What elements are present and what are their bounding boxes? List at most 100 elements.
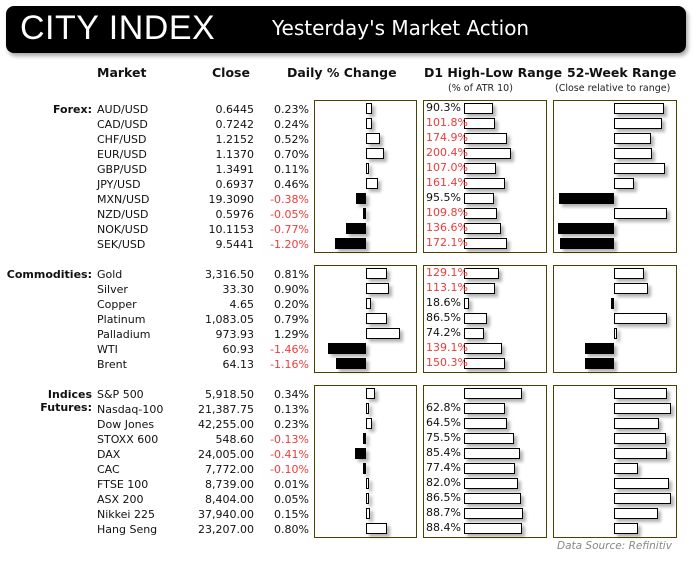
week52-range-bar (559, 193, 614, 204)
table-row: NOK/USD 10.1153 -0.77% (0, 223, 696, 238)
d1-range-label: 113.1% (426, 281, 468, 294)
market-name: ASX 200 (97, 493, 144, 506)
daily-change-bar (355, 448, 366, 459)
daily-pct: -1.20% (270, 238, 309, 251)
table-row: Nasdaq-100 21,387.75 0.13% (0, 403, 696, 418)
table-row: ASX 200 8,404.00 0.05% (0, 493, 696, 508)
week52-range-bar (614, 463, 638, 474)
d1-range-label: 86.5% (426, 311, 461, 324)
daily-pct: -0.13% (270, 433, 309, 446)
d1-range-bar (464, 508, 523, 519)
market-name: Dow Jones (97, 418, 155, 431)
market-name: JPY/USD (97, 178, 141, 191)
week52-range-bar (614, 328, 617, 339)
d1-range-label: 82.0% (426, 476, 461, 489)
d1-range-label: 136.6% (426, 221, 468, 234)
d1-range-bar (464, 148, 512, 159)
d1-range-label: 129.1% (426, 266, 468, 279)
daily-change-bar (334, 238, 366, 249)
daily-pct: 0.70% (274, 148, 309, 161)
d1-range-label: 174.9% (426, 131, 468, 144)
d1-range-bar (464, 178, 505, 189)
d1-range-bar (464, 448, 521, 459)
d1-range-label: 88.7% (426, 506, 461, 519)
d1-range-label: 95.5% (426, 191, 461, 204)
table-row: S&P 500 5,918.50 0.34% (0, 388, 696, 403)
daily-pct: 0.24% (274, 118, 309, 131)
d1-range-bar (464, 193, 495, 204)
table-row: CHF/USD 1.2152 0.52% (0, 133, 696, 148)
daily-pct: 0.90% (274, 283, 309, 296)
d1-range-bar (464, 103, 494, 114)
market-name: GBP/USD (97, 163, 147, 176)
d1-range-bar (464, 283, 495, 294)
daily-pct: -0.10% (270, 463, 309, 476)
daily-pct: 0.46% (274, 178, 309, 191)
d1-range-label: 86.5% (426, 491, 461, 504)
d1-range-label: 150.3% (426, 356, 468, 369)
daily-change-bar (366, 403, 370, 414)
table-row: EUR/USD 1.1370 0.70% (0, 148, 696, 163)
daily-pct: 0.20% (274, 298, 309, 311)
table-row: Gold 3,316.50 0.81% (0, 268, 696, 283)
close-value: 23,207.00 (198, 523, 254, 536)
close-value: 548.60 (215, 433, 255, 446)
d1-range-label: 101.8% (426, 116, 468, 129)
daily-pct: 0.15% (274, 508, 309, 521)
market-name: CAD/USD (97, 118, 148, 131)
market-name: Palladium (97, 328, 151, 341)
market-name: SEK/USD (97, 238, 146, 251)
close-value: 1.3491 (215, 163, 255, 176)
d1-range-panel: 129.1% 113.1% 18.6% 86.5% 74.2% 139.1% 150.3% (423, 265, 547, 373)
daily-pct: 0.80% (274, 523, 309, 536)
table-row: FTSE 100 8,739.00 0.01% (0, 478, 696, 493)
daily-pct: 0.81% (274, 268, 309, 281)
daily-change-bar (366, 178, 378, 189)
d1-range-bar (464, 493, 522, 504)
close-value: 4.65 (229, 298, 255, 311)
market-name: NZD/USD (97, 208, 149, 221)
week52-range-bar (611, 298, 614, 309)
market-name: CAC (97, 463, 120, 476)
data-source: Data Source: Refinitiv (557, 540, 672, 552)
d1-range-label: 107.0% (426, 161, 468, 174)
d1-range-label: 200.4% (426, 146, 468, 159)
d1-range-label: 88.4% (426, 521, 461, 534)
col-d1-sub: (% of ATR 10) (448, 83, 513, 94)
d1-range-bar (464, 343, 502, 354)
col-d1: D1 High-Low Range (424, 65, 563, 80)
d1-range-bar (464, 118, 496, 129)
section-label: Commodities: (6, 268, 92, 281)
daily-change-bar (366, 118, 373, 129)
market-name: STOXX 600 (97, 433, 159, 446)
week52-range-bar (614, 103, 664, 114)
close-value: 10.1153 (208, 223, 255, 236)
daily-pct: 0.01% (274, 478, 309, 491)
d1-range-bar (464, 268, 499, 279)
section-label: Forex: (52, 103, 92, 116)
table-row: DAX 24,005.00 -0.41% (0, 448, 696, 463)
market-name: Brent (97, 358, 127, 371)
table-row: Copper 4.65 0.20% (0, 298, 696, 313)
brand-logo: CITY INDEX (20, 9, 216, 47)
daily-pct: 0.11% (274, 163, 309, 176)
daily-pct: 1.29% (274, 328, 309, 341)
week52-range-panel (553, 100, 677, 253)
close-value: 42,255.00 (198, 418, 254, 431)
week52-range-bar (585, 358, 614, 369)
week52-range-bar (614, 178, 634, 189)
table-row: GBP/USD 1.3491 0.11% (0, 163, 696, 178)
close-value: 21,387.75 (198, 403, 254, 416)
market-name: WTI (97, 343, 118, 356)
daily-change-bar (345, 223, 366, 234)
d1-range-label: 161.4% (426, 176, 468, 189)
week52-range-bar (614, 403, 671, 414)
d1-range-bar (464, 208, 497, 219)
close-value: 1.2152 (215, 133, 255, 146)
daily-change-bar (366, 103, 372, 114)
close-value: 1.1370 (215, 148, 255, 161)
d1-range-bar (464, 418, 507, 429)
d1-range-bar (464, 238, 507, 249)
week52-range-bar (614, 388, 667, 399)
table-row: STOXX 600 548.60 -0.13% (0, 433, 696, 448)
